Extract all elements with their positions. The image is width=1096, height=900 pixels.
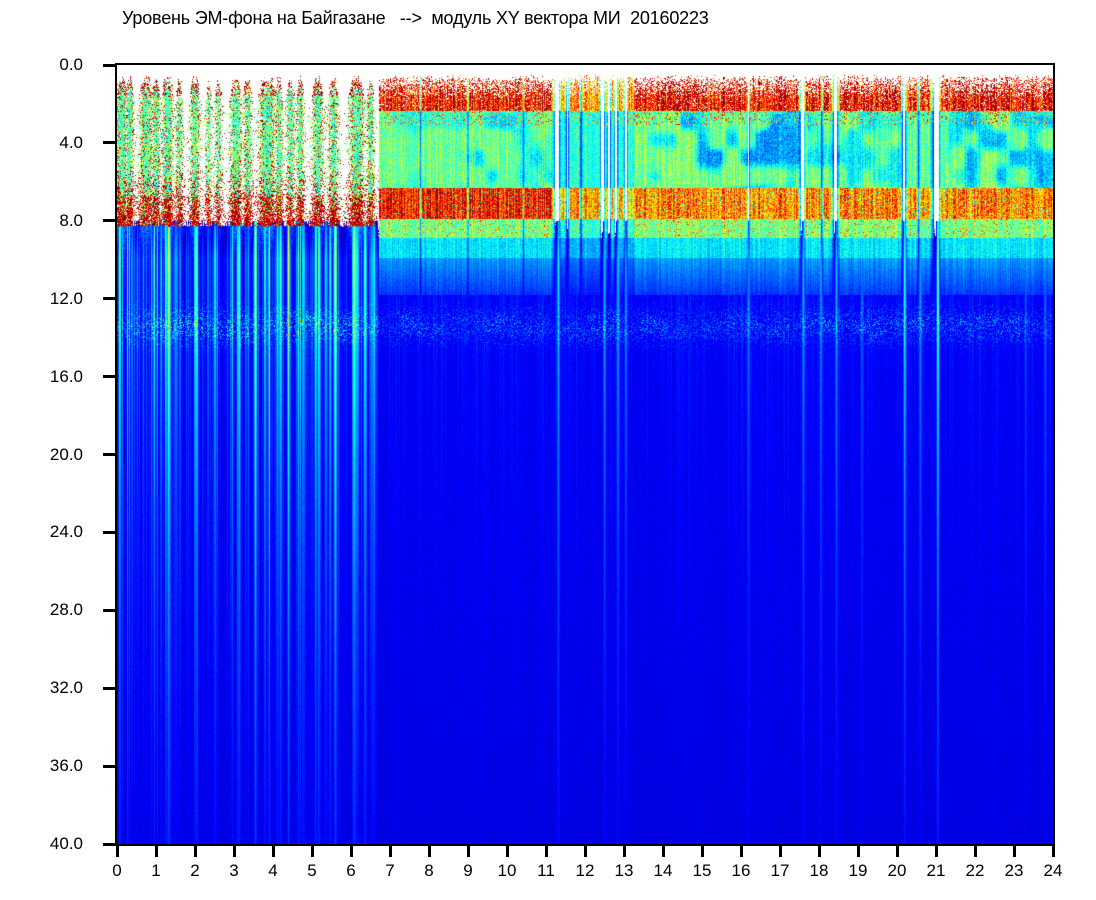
y-tick	[103, 375, 115, 379]
x-tick-label: 24	[1043, 861, 1063, 880]
x-tick	[232, 846, 236, 857]
y-tick	[103, 297, 115, 301]
x-tick-label: 8	[424, 861, 434, 880]
x-tick-label: 12	[575, 861, 595, 880]
x-tick	[895, 846, 899, 857]
x-tick-label: 20	[887, 861, 907, 880]
x-tick-label: 10	[497, 861, 517, 880]
x-tick	[505, 846, 509, 857]
y-tick	[103, 608, 115, 612]
y-tick-label: 4.0	[59, 132, 83, 152]
y-tick-label: 40.0	[49, 834, 83, 853]
spectrogram-canvas	[117, 65, 1053, 844]
x-tick	[310, 846, 314, 857]
y-tick-label: 24.0	[49, 522, 83, 542]
y-tick	[103, 842, 115, 846]
x-tick	[583, 846, 587, 857]
y-tick	[103, 764, 115, 768]
y-tick	[103, 686, 115, 690]
y-tick	[103, 141, 115, 145]
x-tick	[544, 846, 548, 857]
x-tick-label: 17	[770, 861, 790, 880]
x-tick-label: 18	[809, 861, 829, 880]
x-tick	[1012, 846, 1016, 857]
x-tick-label: 21	[926, 861, 946, 880]
x-tick	[973, 846, 977, 857]
x-tick-label: 14	[653, 861, 673, 880]
x-tick	[856, 846, 860, 857]
x-tick	[700, 846, 704, 857]
x-tick-label: 2	[190, 861, 200, 880]
x-tick-label: 19	[848, 861, 868, 880]
x-tick-label: 11	[537, 861, 555, 880]
x-tick-label: 7	[385, 861, 395, 880]
x-tick	[466, 846, 470, 857]
x-tick	[778, 846, 782, 857]
x-tick-label: 1	[151, 861, 161, 880]
y-tick-label: 12.0	[49, 288, 83, 308]
x-tick	[388, 846, 392, 857]
x-tick	[154, 846, 158, 857]
y-tick-label: 20.0	[49, 444, 83, 464]
y-tick	[103, 63, 115, 67]
x-tick	[349, 846, 353, 857]
x-tick	[661, 846, 665, 857]
y-tick-label: 8.0	[59, 210, 83, 230]
x-tick-label: 13	[614, 861, 634, 880]
x-tick	[817, 846, 821, 857]
y-tick	[103, 530, 115, 534]
y-tick-label: 0.0	[59, 55, 83, 74]
x-tick-label: 3	[229, 861, 239, 880]
plot-area	[115, 63, 1055, 846]
x-tick-label: 16	[731, 861, 751, 880]
y-tick-label: 28.0	[49, 600, 83, 620]
x-tick	[622, 846, 626, 857]
x-tick-label: 0	[112, 861, 122, 880]
y-tick	[103, 453, 115, 456]
x-tick	[115, 846, 119, 857]
x-tick-label: 6	[346, 861, 356, 880]
x-tick-label: 22	[965, 861, 985, 880]
x-tick	[271, 846, 275, 857]
y-tick-label: 16.0	[49, 366, 83, 386]
x-tick-label: 23	[1004, 861, 1024, 880]
x-tick-label: 9	[463, 861, 473, 880]
x-tick-label: 15	[692, 861, 712, 880]
x-tick-label: 5	[307, 861, 317, 880]
x-tick-label: 4	[268, 861, 278, 880]
x-tick	[739, 846, 743, 857]
x-tick	[193, 846, 197, 857]
x-tick	[934, 846, 938, 857]
chart-title: Уровень ЭМ-фона на Байгазане --> модуль …	[122, 8, 709, 28]
y-tick-label: 32.0	[49, 678, 83, 698]
x-tick	[427, 846, 431, 857]
x-tick	[1051, 846, 1055, 857]
y-tick-label: 36.0	[49, 756, 83, 776]
y-tick	[103, 219, 115, 223]
